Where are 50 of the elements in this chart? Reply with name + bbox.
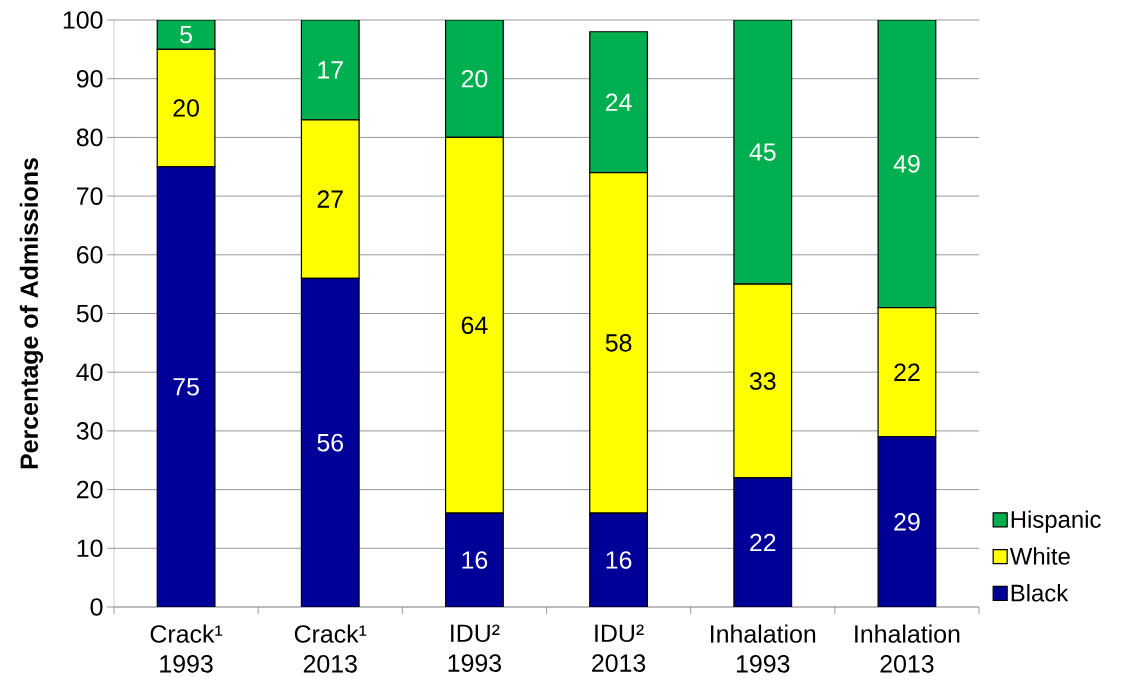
y-tick-label: 80 (76, 128, 103, 147)
bar (733, 19, 793, 285)
y-tick-label: 60 (77, 245, 103, 264)
bar (444, 19, 504, 138)
y-tick-label: 40 (76, 363, 103, 382)
bar (300, 19, 360, 121)
data-label: 45 (749, 143, 776, 161)
bar (300, 277, 360, 607)
data-label: 29 (894, 513, 920, 531)
data-label: 5 (180, 25, 192, 44)
data-label: 49 (893, 155, 920, 173)
legend-label: White (1009, 547, 1070, 565)
legend-label: Black (1011, 583, 1069, 602)
y-axis-title: Percentage of Admissions (19, 158, 44, 469)
y-tick-label: 70 (77, 187, 103, 205)
data-label: 22 (894, 363, 920, 381)
bar (877, 436, 937, 607)
bar (444, 512, 504, 607)
data-label: 64 (461, 316, 488, 335)
data-label: 20 (461, 69, 488, 88)
y-tick-label: 30 (76, 422, 103, 440)
y-tick-label: 20 (77, 480, 103, 499)
bar (589, 512, 649, 607)
bar (589, 31, 649, 174)
data-label: 24 (605, 93, 632, 111)
data-label: 75 (173, 378, 199, 396)
x-tick-label: Crack¹ 1993 (150, 624, 223, 673)
data-label: 20 (173, 99, 199, 117)
y-tick-label: 0 (90, 598, 103, 616)
data-label: 17 (318, 61, 343, 79)
x-tick-label: IDU² 2013 (592, 624, 646, 672)
data-label: 27 (317, 190, 343, 208)
y-tick-label: 90 (76, 69, 103, 88)
bar (156, 166, 216, 607)
data-label: 16 (606, 551, 632, 569)
data-label: 22 (750, 533, 776, 552)
data-label: 58 (605, 334, 632, 352)
x-tick-label: IDU² 1993 (448, 624, 502, 672)
y-tick-label: 100 (63, 11, 103, 29)
data-label: 33 (749, 372, 776, 390)
y-tick-label: 50 (76, 304, 103, 323)
bar (877, 19, 937, 309)
x-tick-label: Crack¹ 2013 (294, 624, 367, 673)
bar (733, 477, 793, 607)
data-label: 16 (462, 551, 488, 569)
y-tick-label: 10 (77, 539, 103, 558)
x-tick-label: Inhalation 2013 (855, 624, 960, 673)
data-label: 56 (317, 433, 343, 452)
x-tick-label: Inhalation 1993 (711, 624, 816, 673)
legend-label: Hispanic (1011, 510, 1101, 533)
